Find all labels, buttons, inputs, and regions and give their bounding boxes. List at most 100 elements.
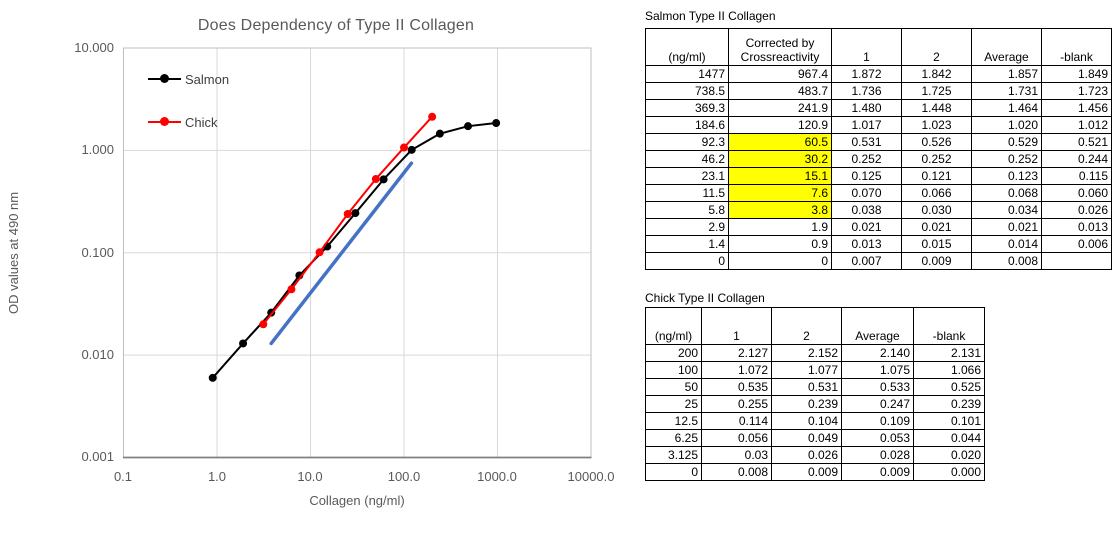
cell[interactable]: 1.077 [771,361,842,379]
cell[interactable]: 0.03 [701,446,772,464]
column-header[interactable]: Average [841,307,914,345]
cell[interactable]: 0.070 [831,184,902,202]
cell[interactable]: 5.8 [645,201,729,219]
cell[interactable]: 0.021 [901,218,972,236]
cell[interactable]: 0.008 [701,463,772,481]
cell[interactable]: 0.123 [971,167,1042,185]
cell[interactable]: 0.239 [913,395,985,413]
cell[interactable]: 0.026 [1041,201,1112,219]
cell[interactable]: 0.038 [831,201,902,219]
cell[interactable]: 0 [728,252,832,270]
cell[interactable]: 2.9 [645,218,729,236]
cell[interactable]: 50 [645,378,702,396]
cell[interactable]: 3.8 [728,201,832,219]
cell[interactable]: 0.008 [971,252,1042,270]
cell[interactable]: 0.026 [771,446,842,464]
cell[interactable]: 0.013 [831,235,902,253]
cell[interactable]: 0.125 [831,167,902,185]
cell[interactable]: 1.9 [728,218,832,236]
cell[interactable]: 200 [645,344,702,362]
cell[interactable]: 1.849 [1041,65,1112,83]
cell[interactable]: 1.723 [1041,82,1112,100]
column-header[interactable]: 2 [771,307,842,345]
cell[interactable]: 1.464 [971,99,1042,117]
cell[interactable]: 0.028 [841,446,914,464]
column-header[interactable]: 1 [701,307,772,345]
cell[interactable]: 0.000 [913,463,985,481]
cell[interactable]: 0.529 [971,133,1042,151]
cell[interactable]: 0.101 [913,412,985,430]
cell[interactable]: 483.7 [728,82,832,100]
cell[interactable]: 1.842 [901,65,972,83]
cell[interactable]: 6.25 [645,429,702,447]
cell[interactable] [1041,252,1112,270]
cell[interactable]: 0.014 [971,235,1042,253]
cell[interactable]: 46.2 [645,150,729,168]
cell[interactable]: 1.020 [971,116,1042,134]
cell[interactable]: 0 [645,252,729,270]
cell[interactable]: 0.531 [831,133,902,151]
column-header[interactable]: (ng/ml) [645,307,702,345]
cell[interactable]: 1.072 [701,361,772,379]
cell[interactable]: 11.5 [645,184,729,202]
cell[interactable]: 15.1 [728,167,832,185]
cell[interactable]: 60.5 [728,133,832,151]
cell[interactable]: 0.020 [913,446,985,464]
cell[interactable]: 0.009 [901,252,972,270]
cell[interactable]: 0.015 [901,235,972,253]
cell[interactable]: 0.049 [771,429,842,447]
cell[interactable]: 0.053 [841,429,914,447]
column-header[interactable]: -blank [913,307,985,345]
cell[interactable]: 0.244 [1041,150,1112,168]
cell[interactable]: 1.4 [645,235,729,253]
cell[interactable]: 0.066 [901,184,972,202]
cell[interactable]: 1.066 [913,361,985,379]
cell[interactable]: 0.044 [913,429,985,447]
cell[interactable]: 967.4 [728,65,832,83]
cell[interactable]: 2.140 [841,344,914,362]
cell[interactable]: 1.448 [901,99,972,117]
cell[interactable]: 1.872 [831,65,902,83]
cell[interactable]: 1.017 [831,116,902,134]
cell[interactable]: 0.252 [971,150,1042,168]
legend-item-salmon[interactable]: Salmon [148,70,229,88]
cell[interactable]: 0.239 [771,395,842,413]
cell[interactable]: 0.252 [901,150,972,168]
cell[interactable]: 25 [645,395,702,413]
cell[interactable]: 0.007 [831,252,902,270]
cell[interactable]: 1.023 [901,116,972,134]
cell[interactable]: 2.152 [771,344,842,362]
legend-item-chick[interactable]: Chick [148,113,218,131]
cell[interactable]: 0.121 [901,167,972,185]
cell[interactable]: 2.127 [701,344,772,362]
cell[interactable]: 0.525 [913,378,985,396]
column-header[interactable]: Corrected by Crossreactivity [728,28,832,66]
cell[interactable]: 0.030 [901,201,972,219]
cell[interactable]: 0.109 [841,412,914,430]
column-header[interactable]: -blank [1041,28,1112,66]
cell[interactable]: 120.9 [728,116,832,134]
cell[interactable]: 0.526 [901,133,972,151]
cell[interactable]: 0.531 [771,378,842,396]
cell[interactable]: 0.021 [831,218,902,236]
cell[interactable]: 0.021 [971,218,1042,236]
cell[interactable]: 92.3 [645,133,729,151]
column-header[interactable]: (ng/ml) [645,28,729,66]
cell[interactable]: 0.009 [841,463,914,481]
cell[interactable]: 23.1 [645,167,729,185]
cell[interactable]: 0.521 [1041,133,1112,151]
cell[interactable]: 100 [645,361,702,379]
cell[interactable]: 0.060 [1041,184,1112,202]
cell[interactable]: 3.125 [645,446,702,464]
cell[interactable]: 0.013 [1041,218,1112,236]
cell[interactable]: 0.247 [841,395,914,413]
cell[interactable]: 1.456 [1041,99,1112,117]
cell[interactable]: 30.2 [728,150,832,168]
cell[interactable]: 0.114 [701,412,772,430]
column-header[interactable]: 1 [831,28,902,66]
cell[interactable]: 1477 [645,65,729,83]
cell[interactable]: 738.5 [645,82,729,100]
cell[interactable]: 0.535 [701,378,772,396]
cell[interactable]: 1.857 [971,65,1042,83]
cell[interactable]: 7.6 [728,184,832,202]
